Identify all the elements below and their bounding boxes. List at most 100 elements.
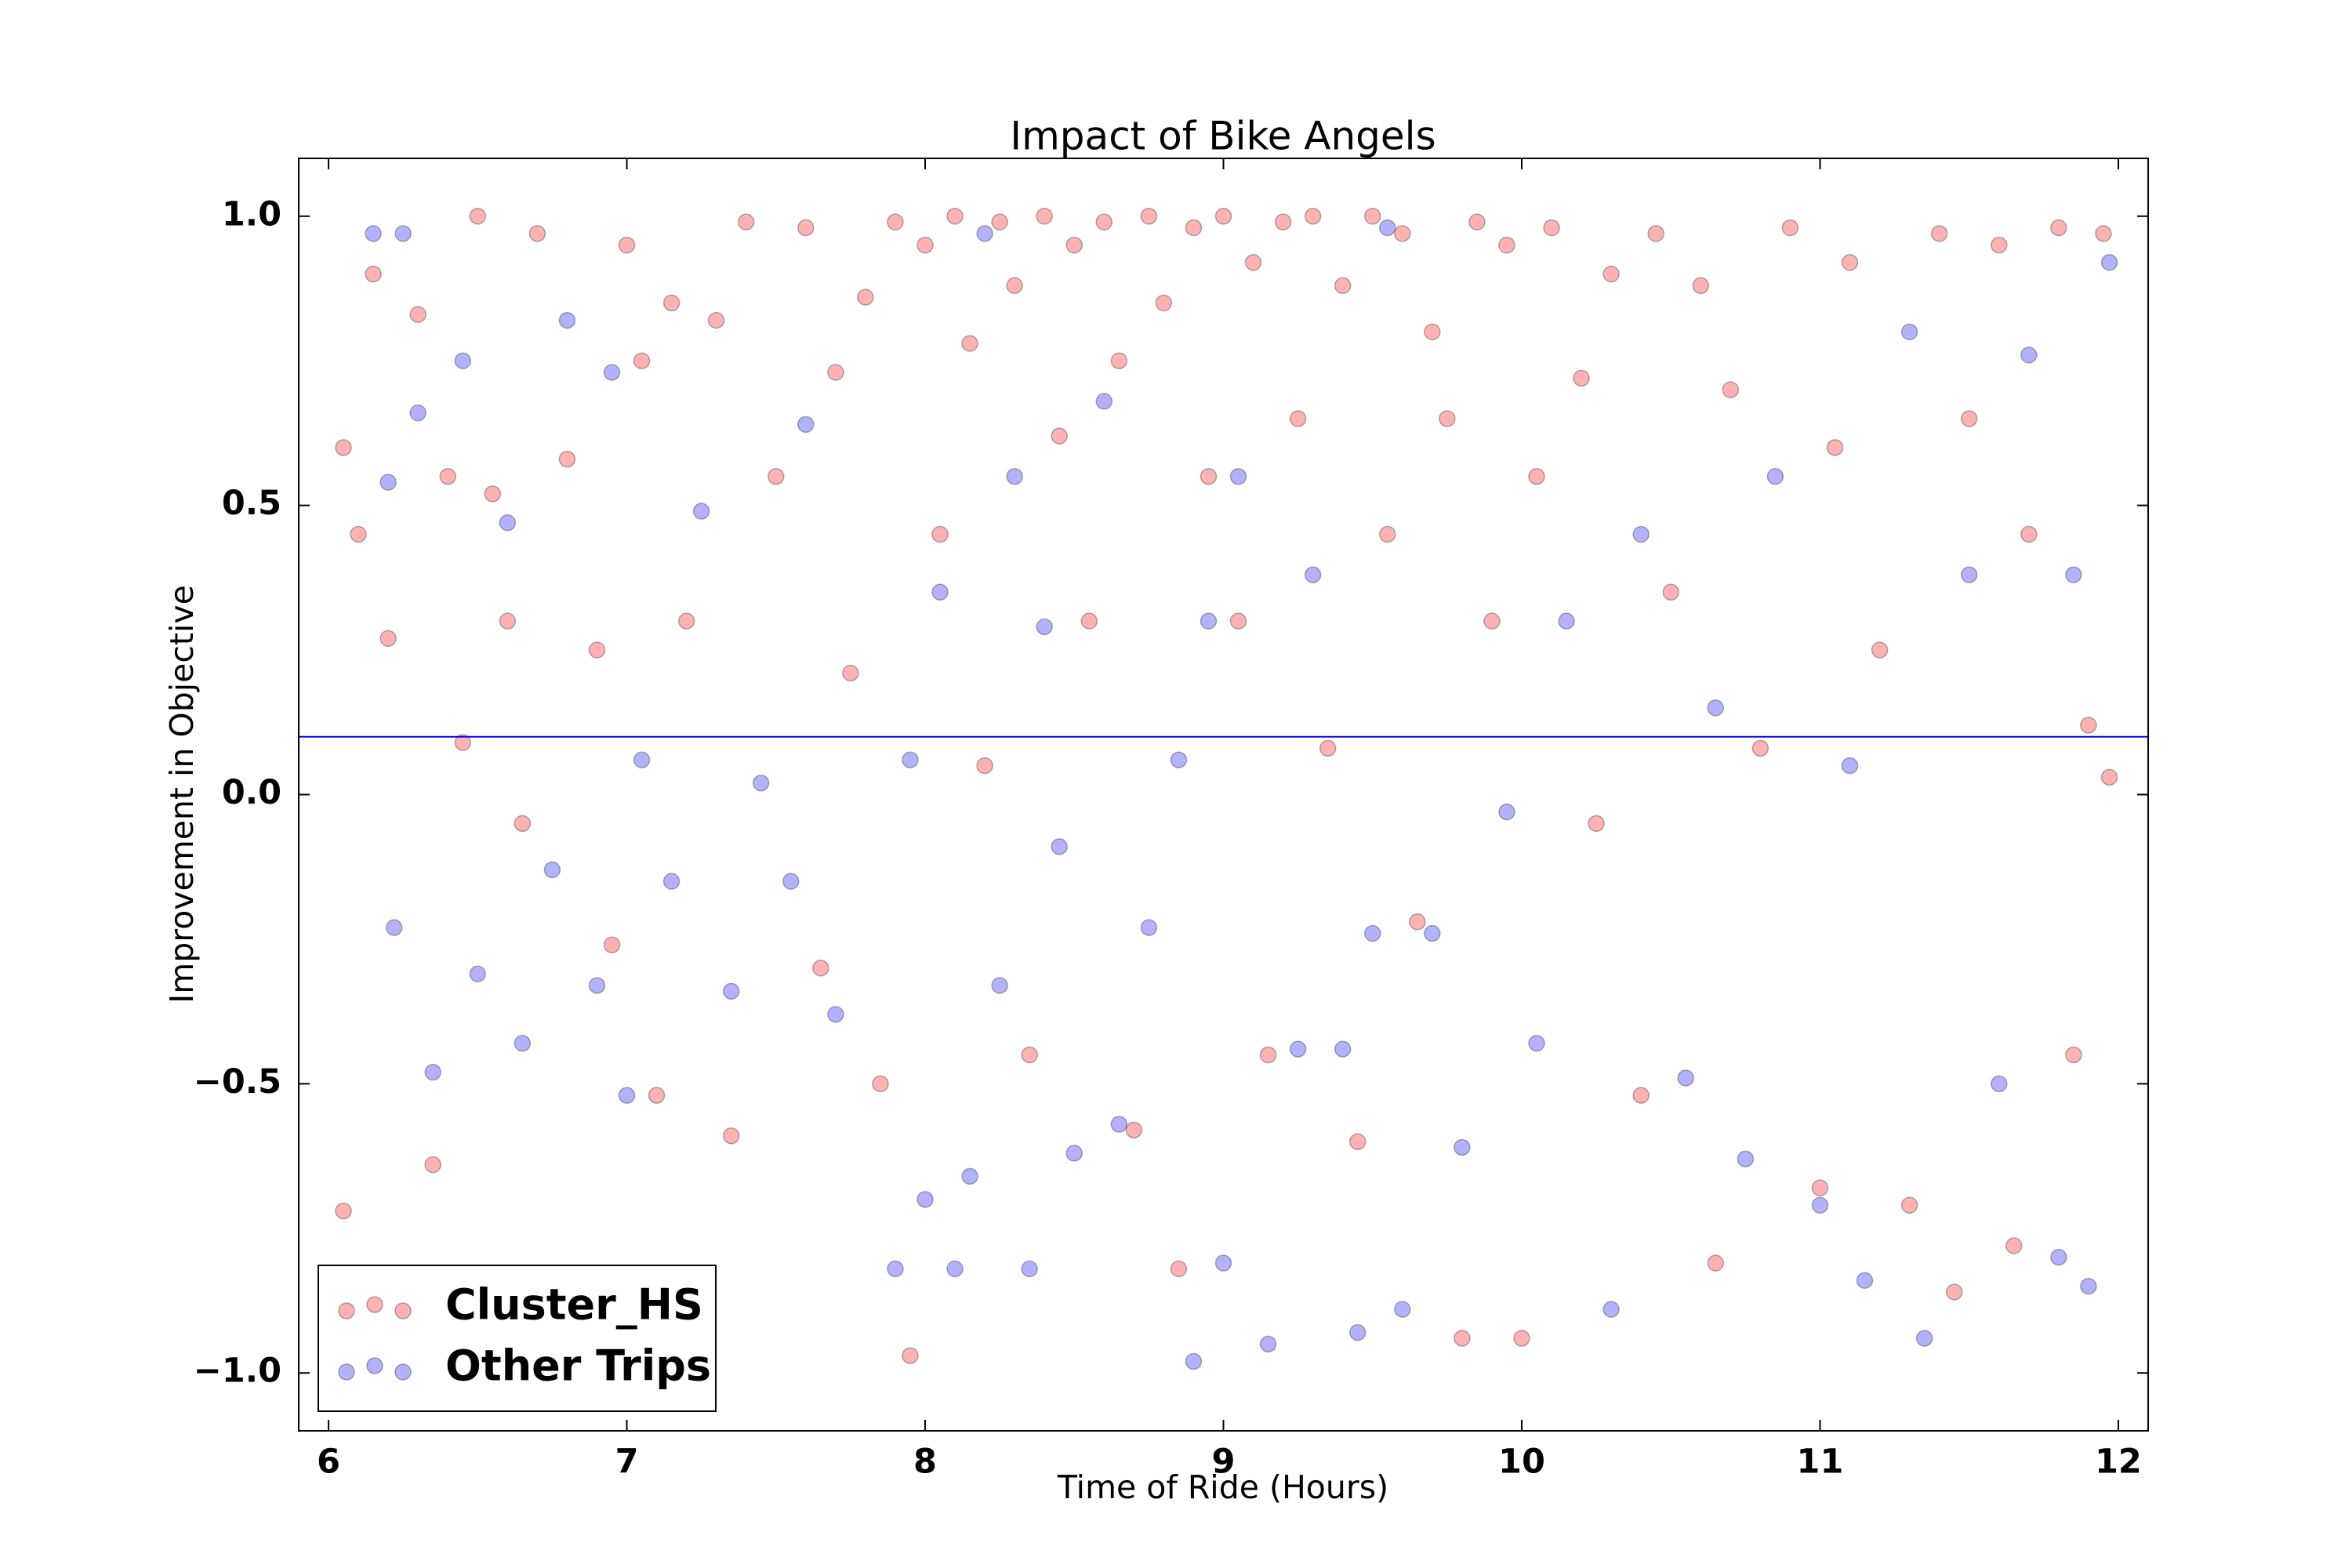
scatter-point [2095, 225, 2112, 242]
scatter-point [1021, 1046, 1038, 1064]
x-tick-label: 7 [615, 1443, 639, 1482]
scatter-point [1289, 1040, 1307, 1058]
scatter-point [916, 1191, 934, 1208]
scatter-point [797, 219, 815, 237]
scatter-point [1379, 219, 1396, 237]
scatter-point [753, 774, 770, 792]
legend-marker [366, 1357, 383, 1374]
scatter-point [902, 751, 919, 768]
scatter-point [1110, 1116, 1128, 1133]
scatter-point [1841, 254, 1859, 271]
legend-box [318, 1265, 717, 1412]
scatter-point [558, 450, 576, 468]
scatter-point [1856, 1272, 1874, 1289]
scatter-point [1095, 213, 1113, 230]
scatter-point [1900, 1196, 1918, 1214]
scatter-point [469, 965, 487, 982]
x-axis-label: Time of Ride (Hours) [1057, 1468, 1388, 1506]
scatter-point [365, 225, 382, 242]
scatter-point [1185, 1352, 1203, 1370]
x-tick-label: 6 [317, 1443, 340, 1482]
scatter-point [350, 525, 367, 543]
scatter-point [842, 664, 859, 682]
scatter-point [1573, 369, 1590, 387]
scatter-point [379, 474, 397, 491]
scatter-point [386, 919, 403, 936]
scatter-point [737, 213, 755, 230]
scatter-point [976, 757, 993, 775]
scatter-point [1214, 1254, 1232, 1272]
scatter-point [1632, 525, 1650, 543]
scatter-point [1140, 919, 1158, 936]
scatter-point [2005, 1237, 2023, 1254]
scatter-point [1006, 468, 1023, 485]
scatter-point [1468, 213, 1486, 230]
scatter-point [872, 1075, 889, 1093]
scatter-point [1528, 1034, 1545, 1052]
scatter-point [499, 514, 517, 532]
scatter-point [1424, 924, 1441, 942]
scatter-point [543, 861, 561, 879]
scatter-point [1065, 1145, 1083, 1162]
scatter-point [1513, 1330, 1530, 1347]
scatter-point [1751, 739, 1769, 757]
scatter-point [2050, 1248, 2067, 1266]
scatter-point [2100, 768, 2118, 786]
scatter-point [1065, 236, 1083, 254]
scatter-point [1766, 468, 1784, 485]
scatter-point [499, 612, 517, 630]
scatter-point [2065, 1046, 2082, 1064]
scatter-point [722, 982, 740, 1000]
scatter-point [1543, 219, 1560, 237]
scatter-point [1662, 583, 1679, 601]
scatter-point [484, 485, 502, 503]
scatter-point [1602, 1301, 1620, 1318]
y-axis-label: Improvement in Objective [163, 585, 201, 1004]
legend-marker [338, 1363, 355, 1381]
legend-label: Cluster_HS [445, 1280, 703, 1330]
scatter-point [1095, 393, 1113, 410]
scatter-point [2020, 525, 2038, 543]
scatter-point [1722, 381, 1740, 398]
scatter-point [1841, 757, 1859, 775]
legend-label: Other Trips [445, 1341, 711, 1391]
x-tick-label: 10 [1498, 1443, 1545, 1482]
scatter-point [514, 815, 532, 833]
scatter-point [424, 1156, 441, 1174]
scatter-point [1558, 612, 1575, 630]
scatter-point [1945, 1283, 1963, 1301]
scatter-point [1185, 219, 1203, 237]
scatter-point [916, 236, 934, 254]
x-tick-label: 12 [2095, 1443, 2142, 1482]
scatter-point [1960, 410, 1978, 427]
scatter-point [633, 751, 651, 768]
scatter-point [1051, 838, 1068, 855]
scatter-point [558, 311, 576, 329]
y-tick-label: −1.0 [194, 1352, 281, 1391]
scatter-point [335, 1202, 352, 1220]
scatter-point [1080, 612, 1098, 630]
scatter-point [1363, 208, 1381, 225]
y-tick-label: −0.5 [194, 1062, 281, 1102]
scatter-point [424, 1063, 441, 1081]
chart-title: Impact of Bike Angels [1010, 114, 1436, 159]
scatter-point [588, 641, 606, 659]
scatter-point [1871, 641, 1889, 659]
scatter-point [887, 1260, 904, 1278]
scatter-point [931, 583, 949, 601]
scatter-point [1588, 815, 1605, 833]
scatter-point [827, 1006, 844, 1023]
x-tick-label: 8 [913, 1443, 937, 1482]
scatter-point [2080, 717, 2097, 734]
scatter-point [722, 1127, 740, 1145]
scatter-point [409, 404, 426, 422]
scatter-point [1960, 566, 1978, 583]
legend-marker [366, 1296, 383, 1313]
scatter-point [1304, 208, 1322, 225]
scatter-point [946, 1260, 964, 1278]
scatter-point [961, 335, 978, 352]
scatter-point [1125, 1121, 1143, 1139]
scatter-point [1229, 612, 1247, 630]
